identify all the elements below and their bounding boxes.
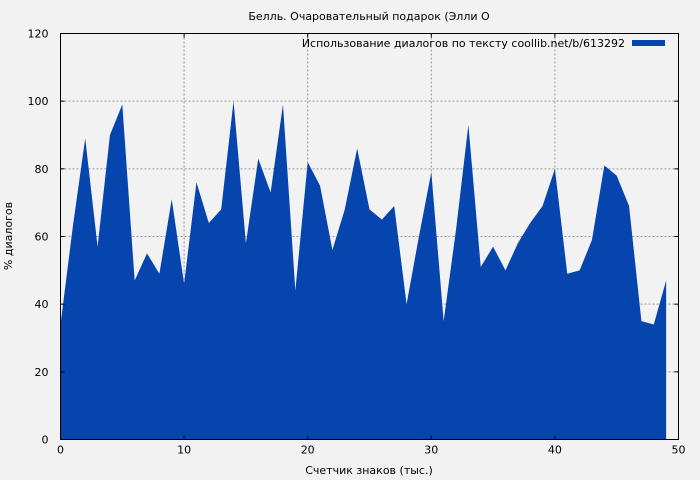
x-tick-label: 10 bbox=[177, 444, 191, 457]
x-axis-label: Счетчик знаков (тыс.) bbox=[305, 464, 433, 477]
x-tick-label: 0 bbox=[57, 444, 64, 457]
y-axis-label: % диалогов bbox=[2, 202, 15, 270]
x-tick-label: 50 bbox=[672, 444, 686, 457]
chart-title: Белль. Очаровательный подарок (Элли О bbox=[248, 10, 490, 23]
y-tick-label: 20 bbox=[35, 366, 49, 379]
y-tick-label: 40 bbox=[35, 298, 49, 311]
axis-ticks: 0 10 20 30 40 50 0 20 40 60 80 100 120 bbox=[28, 28, 686, 457]
y-tick-label: 0 bbox=[42, 434, 49, 447]
x-tick-label: 20 bbox=[301, 444, 315, 457]
legend-swatch bbox=[632, 40, 665, 46]
series-area bbox=[60, 101, 667, 440]
x-tick-label: 40 bbox=[548, 444, 562, 457]
x-tick-label: 30 bbox=[424, 444, 438, 457]
y-tick-label: 80 bbox=[35, 163, 49, 176]
y-tick-label: 60 bbox=[35, 231, 49, 244]
y-tick-label: 120 bbox=[28, 28, 49, 41]
legend-label: Использование диалогов по тексту coollib… bbox=[302, 37, 625, 50]
y-tick-label: 100 bbox=[28, 95, 49, 108]
